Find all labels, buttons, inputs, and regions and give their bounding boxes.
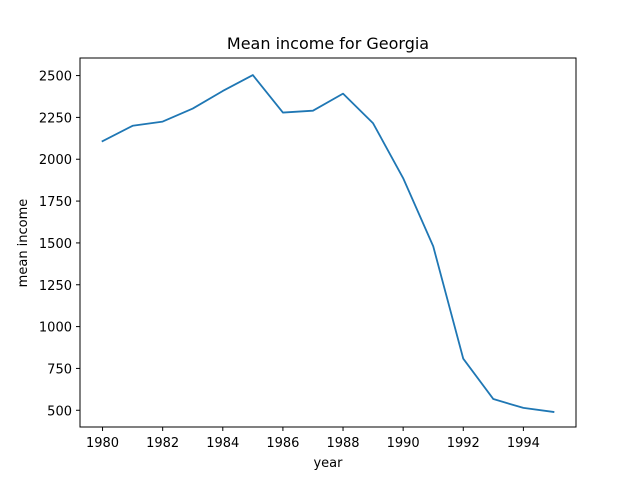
y-tick-label: 2250 — [39, 111, 72, 126]
series-line — [101, 74, 555, 413]
x-tick-label: 1986 — [266, 436, 299, 451]
y-tick-label: 1000 — [39, 321, 72, 336]
x-axis: 1980 1982 1984 1986 1988 1990 1992 1994 — [86, 427, 540, 451]
x-tick-label: 1980 — [86, 436, 119, 451]
x-tick-label: 1982 — [146, 436, 179, 451]
y-tick-label: 1500 — [39, 237, 72, 252]
series-layer — [101, 74, 555, 413]
x-tick-label: 1988 — [326, 436, 359, 451]
y-tick-label: 2500 — [39, 70, 72, 85]
x-axis-label: year — [313, 456, 343, 471]
x-tick-label: 1992 — [447, 436, 480, 451]
y-tick-label: 750 — [47, 362, 72, 377]
x-tick-label: 1984 — [206, 436, 239, 451]
chart-title: Mean income for Georgia — [227, 34, 429, 53]
x-tick-label: 1994 — [507, 436, 540, 451]
x-tick-label: 1990 — [387, 436, 420, 451]
y-axis-label: mean income — [16, 199, 31, 288]
y-axis: 500 750 1000 1250 1500 1750 2000 2250 2500 — [39, 70, 80, 419]
y-tick-label: 1250 — [39, 279, 72, 294]
y-tick-label: 2000 — [39, 153, 72, 168]
y-tick-label: 500 — [47, 404, 72, 419]
y-tick-label: 1750 — [39, 195, 72, 210]
